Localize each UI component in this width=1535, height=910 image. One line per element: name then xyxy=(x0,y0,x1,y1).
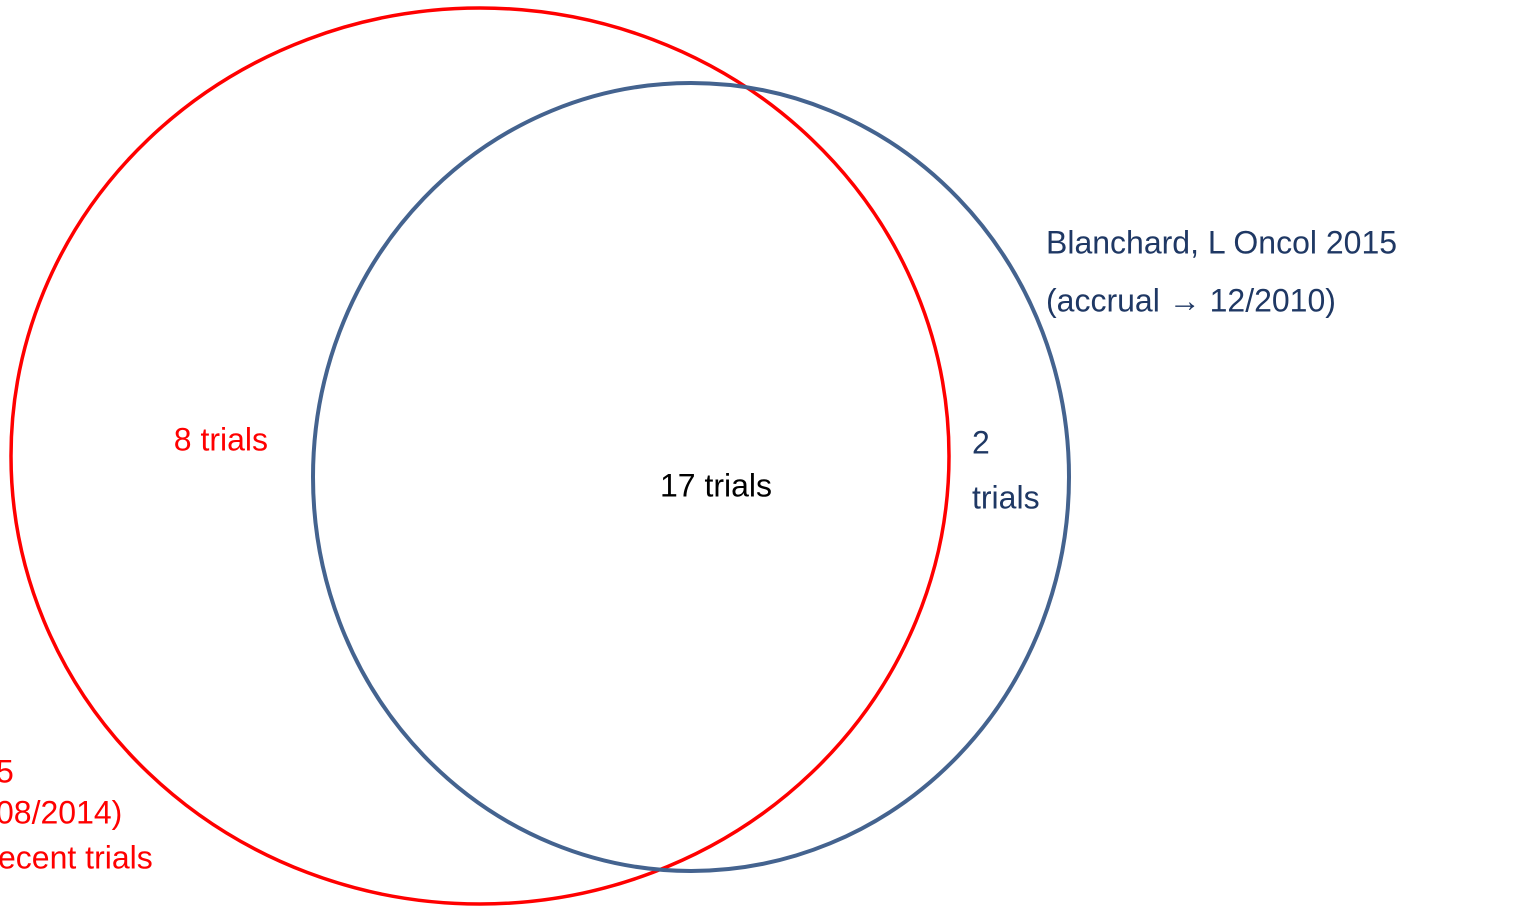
set-label-red: ecent trials xyxy=(0,839,153,875)
set-label-blue: Blanchard, L Oncol 2015 xyxy=(1046,224,1397,260)
set-circle-blue xyxy=(311,81,1071,873)
overlap-label: 17 trials xyxy=(660,467,772,503)
set-circle-red xyxy=(9,6,951,906)
right-only-label: 2 xyxy=(972,424,990,460)
right-only-label: trials xyxy=(972,479,1040,515)
set-label-blue: (accrual → 12/2010) xyxy=(1046,282,1336,318)
set-label-red: 5 xyxy=(0,753,14,789)
left-only-label: 8 trials xyxy=(174,421,268,457)
set-label-red: 08/2014) xyxy=(0,794,122,830)
